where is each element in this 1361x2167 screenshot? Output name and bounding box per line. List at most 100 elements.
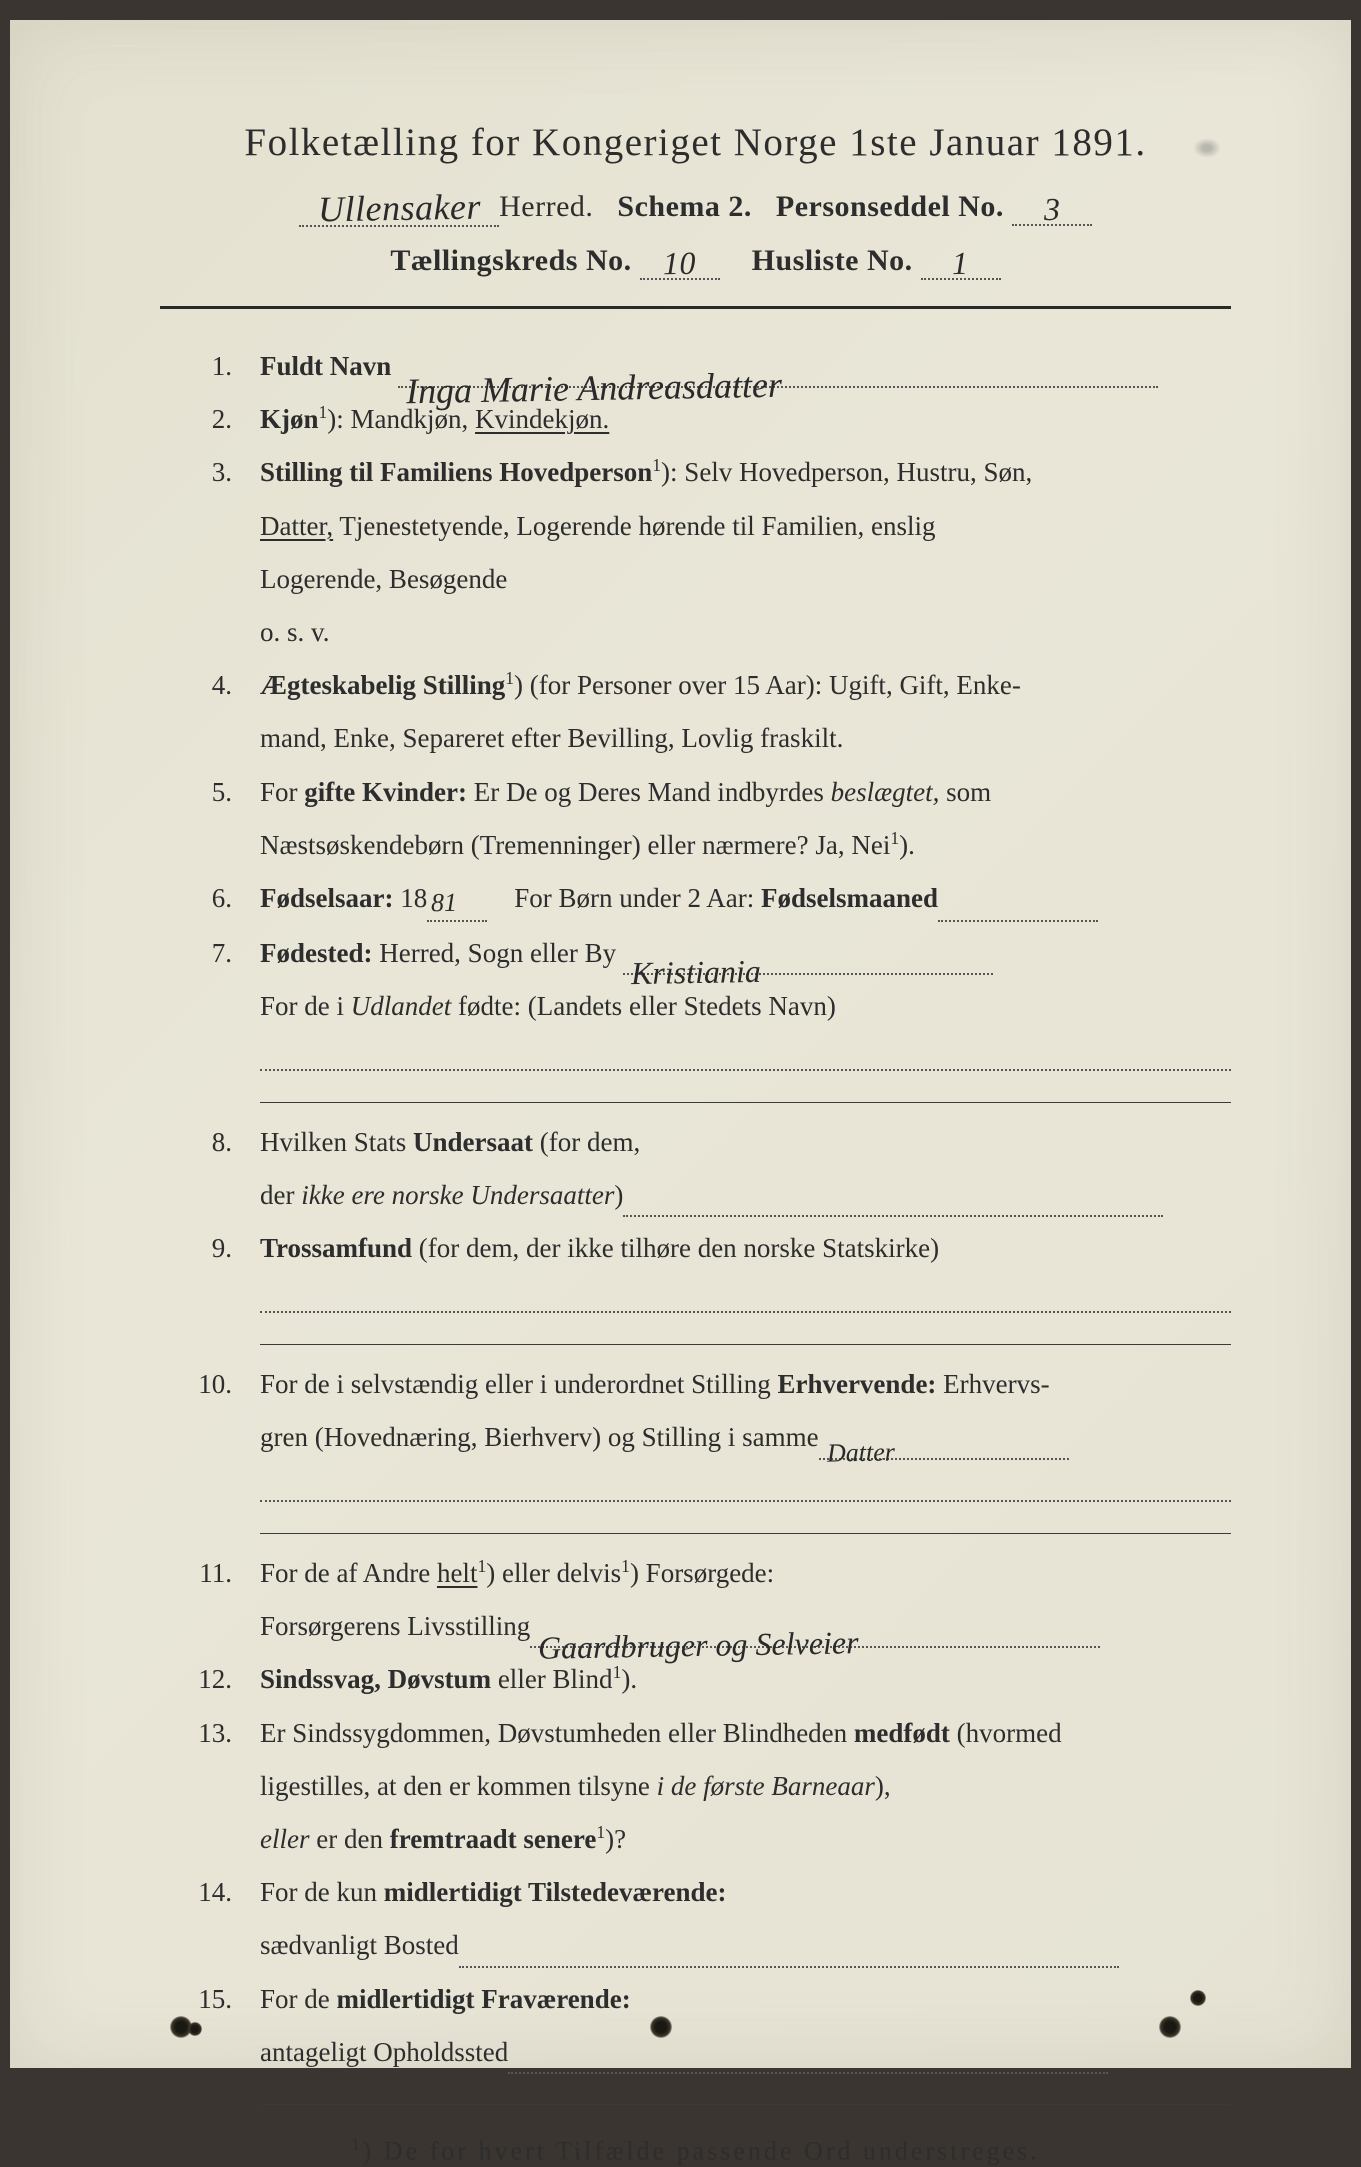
q7-label: Fødested:: [260, 938, 372, 968]
q1-handwriting: Inga Marie Andreasdatter: [406, 357, 783, 421]
q2-num: 2.: [160, 398, 260, 441]
q13-cont1: ligestilles, at den er kommen tilsyne i …: [160, 1765, 1231, 1808]
q5-end: ).: [899, 830, 915, 860]
q7-line1: Herred, Sogn eller By: [372, 938, 616, 968]
q10-blank: [160, 1470, 1231, 1516]
q11-field: Gaardbruger og Selveier: [530, 1616, 1100, 1648]
q10-label: Erhvervende:: [777, 1369, 936, 1399]
q5-num: 5.: [160, 771, 260, 814]
herred-handwriting: Ullensaker: [317, 186, 481, 231]
q11-sup1: 1: [477, 1556, 486, 1576]
q5-line1: Er De og Deres Mand indbyrdes: [467, 777, 831, 807]
divider-thin-3: [260, 1533, 1231, 1534]
q7-udl: Udlandet: [351, 991, 452, 1021]
q11-hand: Gaardbruger og Selveier: [538, 1617, 859, 1674]
divider-rule: [160, 306, 1231, 309]
punch-hole: [650, 2016, 672, 2038]
q10-num: 10.: [160, 1363, 260, 1406]
q3-body: Stilling til Familiens Hovedperson1): Se…: [260, 451, 1231, 494]
q9-label: Trossamfund: [260, 1233, 412, 1263]
q5-row: 5. For gifte Kvinder: Er De og Deres Man…: [160, 771, 1231, 814]
q5-besl: beslægtet,: [831, 777, 940, 807]
q3-cont1: Datter, Tjenestetyende, Logerende hørend…: [160, 505, 1231, 548]
q10-line1b: Erhvervs-: [936, 1369, 1049, 1399]
q12-label: Sindssvag, Døvstum: [260, 1664, 491, 1694]
main-title: Folketælling for Kongeriget Norge 1ste J…: [160, 120, 1231, 165]
q10-field: Datter: [819, 1427, 1069, 1459]
footnote-text: ) De for hvert Tilfælde passende Ord und…: [363, 2137, 1040, 2166]
q15-line2: antageligt Opholdssted: [260, 2037, 508, 2067]
q8-line2i: ikke ere norske Undersaatter: [301, 1180, 614, 1210]
q5-sup: 1: [890, 828, 899, 848]
q9-body: Trossamfund (for dem, der ikke tilhøre d…: [260, 1227, 1231, 1270]
q12-num: 12.: [160, 1658, 260, 1701]
q15-body: For de midlertidigt Fraværende:: [260, 1978, 1231, 2021]
kreds-field: 10: [640, 241, 720, 280]
q7-line2: For de i: [260, 991, 351, 1021]
personseddel-no: 3: [1043, 191, 1060, 228]
q3-row: 3. Stilling til Familiens Hovedperson1):…: [160, 451, 1231, 494]
q9-rest: (for dem, der ikke tilhøre den norske St…: [412, 1233, 939, 1263]
q15-row: 15. For de midlertidigt Fraværende:: [160, 1978, 1231, 2021]
q13-line3c: fremtraadt senere: [390, 1824, 597, 1854]
herred-field: Ullensaker: [299, 183, 499, 227]
personseddel-label: Personseddel No.: [776, 190, 1004, 223]
q10-row: 10. For de i selvstændig eller i underor…: [160, 1363, 1231, 1406]
q4-line1: (for Personer over 15 Aar): Ugift, Gift,…: [530, 670, 1021, 700]
q4-body: Ægteskabelig Stilling1) (for Personer ov…: [260, 664, 1231, 707]
q6-maaned-field: [938, 890, 1098, 922]
q11-line1b: ) eller delvis: [486, 1558, 621, 1588]
q7-num: 7.: [160, 932, 260, 975]
q13-line3b: er den: [309, 1824, 389, 1854]
q13-line1b: (hvormed: [950, 1718, 1062, 1748]
footnote-sup: 1: [351, 2135, 362, 2154]
q3-datter: Datter,: [260, 511, 333, 541]
q14-label: midlertidigt Tilstedeværende:: [384, 1877, 727, 1907]
q13-cont2: eller er den fremtraadt senere1)?: [160, 1818, 1231, 1861]
q5-line2: Næstsøskendebørn (Tremenninger) eller næ…: [260, 830, 890, 860]
q9-num: 9.: [160, 1227, 260, 1270]
divider-thin-2: [260, 1344, 1231, 1345]
q13-line2a: ligestilles, at den er kommen tilsyne: [260, 1771, 657, 1801]
q13-line3a: eller: [260, 1824, 309, 1854]
q3-label: Stilling til Familiens Hovedperson: [260, 457, 652, 487]
q11-cont: Forsørgerens LivsstillingGaardbruger og …: [160, 1605, 1231, 1648]
q3-line2: Tjenestetyende, Logerende hørende til Fa…: [333, 511, 935, 541]
personseddel-field: 3: [1012, 187, 1092, 226]
q14-line2: sædvanligt Bosted: [260, 1930, 459, 1960]
q13-body: Er Sindssygdommen, Døvstumheden eller Bl…: [260, 1712, 1231, 1755]
q8-line2a: der: [260, 1180, 301, 1210]
punch-hole: [1159, 2016, 1181, 2038]
q6-year-field: 81: [427, 877, 487, 922]
q7-blank-line: [260, 1038, 1231, 1070]
q14-num: 14.: [160, 1871, 260, 1914]
punch-hole: [1190, 1990, 1206, 2006]
q13-med: medfødt: [854, 1718, 950, 1748]
header-line-1: UllensakerHerred. Schema 2. Personseddel…: [160, 183, 1231, 227]
q15-field: [508, 2042, 1108, 2074]
q4-row: 4. Ægteskabelig Stilling1) (for Personer…: [160, 664, 1231, 707]
q15-num: 15.: [160, 1978, 260, 2021]
q14-row: 14. For de kun midlertidigt Tilstedevære…: [160, 1871, 1231, 1914]
q8-body: Hvilken Stats Undersaat (for dem,: [260, 1121, 1231, 1164]
q7-place-hand: Kristiania: [630, 946, 761, 999]
q11-num: 11.: [160, 1552, 260, 1595]
q8-num: 8.: [160, 1121, 260, 1164]
q14-body: For de kun midlertidigt Tilstedeværende:: [260, 1871, 1231, 1914]
q5-cont: Næstsøskendebørn (Tremenninger) eller næ…: [160, 824, 1231, 867]
punch-hole: [188, 2022, 202, 2036]
q14-line1a: For de kun: [260, 1877, 384, 1907]
q5-line1b: som: [939, 777, 991, 807]
q13-line2i: i de første Barneaar: [657, 1771, 875, 1801]
kreds-no: 10: [663, 245, 697, 283]
q4-sup: 1: [505, 668, 514, 688]
q3-sup: 1: [652, 455, 661, 475]
q1-label: Fuldt Navn: [260, 351, 391, 381]
q5-pre: For: [260, 777, 304, 807]
q8-field: [623, 1185, 1163, 1217]
q10-line2: gren (Hovednæring, Bierhverv) og Stillin…: [260, 1422, 819, 1452]
husliste-label: Husliste No.: [752, 244, 913, 277]
q13-num: 13.: [160, 1712, 260, 1755]
q11-helt: helt: [437, 1558, 478, 1588]
kreds-label: Tællingskreds No.: [390, 244, 631, 277]
